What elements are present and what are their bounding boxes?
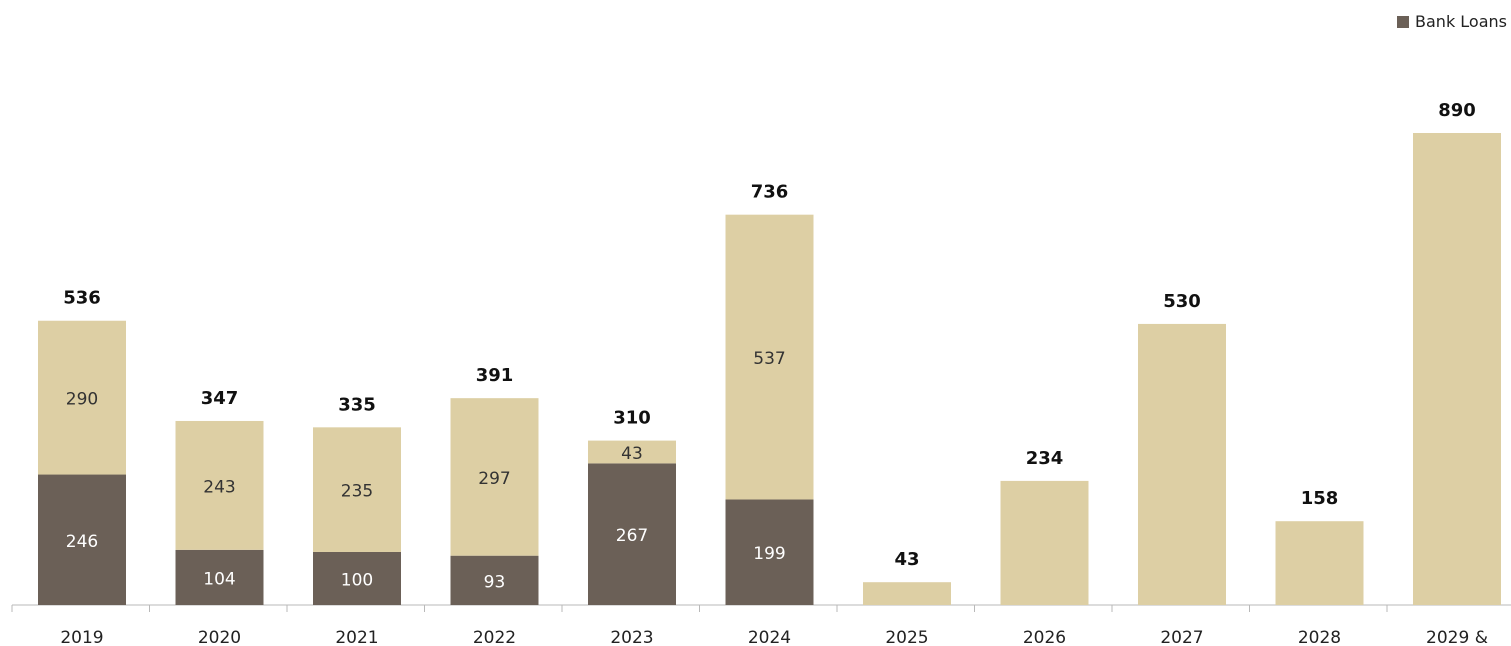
x-tick-label: 2021 [335, 628, 378, 646]
bar-segment-other-2022 [450, 398, 539, 556]
bar-segment-other-2027 [1138, 323, 1226, 605]
bar-segment-other-2025 [863, 582, 951, 605]
x-tick-label: 2020 [198, 628, 241, 646]
bar-segment-other-2019 [38, 320, 126, 475]
x-tick-label: 2028 [1298, 628, 1341, 646]
bar-segment-other-2029 [1413, 133, 1501, 605]
x-tick-label: 2019 [60, 628, 103, 646]
segment-value-label: 104 [203, 569, 235, 589]
bar-total-label: 736 [751, 182, 789, 203]
bar-total-label: 43 [894, 549, 919, 570]
x-tick-label: 2027 [1160, 628, 1203, 646]
x-tick-label: 2023 [610, 628, 653, 646]
bar-total-label: 530 [1163, 291, 1201, 312]
bar-segment-other-2021 [313, 427, 401, 552]
bar-total-label: 536 [63, 288, 101, 309]
bar-total-label: 158 [1301, 488, 1339, 509]
x-tick-label: 2025 [885, 628, 928, 646]
bar-segment-other-2023 [588, 440, 676, 464]
bar-segment-bank-loans-2024 [725, 499, 814, 605]
segment-value-label: 290 [66, 390, 98, 410]
bar-segment-other-2026 [1000, 480, 1089, 605]
bar-total-label: 347 [201, 388, 239, 409]
x-tick-label: 2022 [473, 628, 516, 646]
bar-segment-other-2028 [1275, 521, 1364, 605]
bar-total-label: 310 [613, 408, 651, 429]
bar-total-label: 234 [1026, 448, 1064, 469]
segment-value-label: 235 [341, 482, 373, 502]
segment-value-label: 93 [484, 572, 506, 592]
bar-total-label: 391 [476, 365, 514, 386]
bar-segment-bank-loans-2022 [450, 555, 539, 605]
bar-segment-other-2024 [725, 214, 814, 500]
segment-value-label: 199 [753, 544, 785, 564]
bar-segment-bank-loans-2020 [175, 549, 264, 605]
bar-segment-other-2020 [175, 420, 264, 550]
bar-total-label: 335 [338, 394, 376, 415]
legend-swatch-bank-loans [1397, 15, 1410, 28]
bar-segment-bank-loans-2021 [313, 551, 401, 605]
bar-segment-bank-loans-2019 [38, 474, 126, 605]
segment-value-label: 267 [616, 526, 648, 546]
legend: Bank Loans [1397, 12, 1507, 31]
segment-value-label: 537 [753, 349, 785, 369]
segment-value-label: 246 [66, 532, 98, 552]
bar-segment-bank-loans-2023 [588, 463, 676, 605]
x-tick-label: 2029 & [1426, 628, 1488, 646]
segment-value-label: 243 [203, 477, 235, 497]
segment-value-label: 100 [341, 570, 373, 590]
x-tick-label: 2024 [748, 628, 791, 646]
segment-value-label: 297 [478, 469, 510, 489]
x-tick-label: 2026 [1023, 628, 1066, 646]
segment-value-label: 43 [621, 444, 643, 464]
legend-label-bank-loans: Bank Loans [1415, 12, 1507, 31]
bar-total-label: 890 [1438, 100, 1476, 121]
